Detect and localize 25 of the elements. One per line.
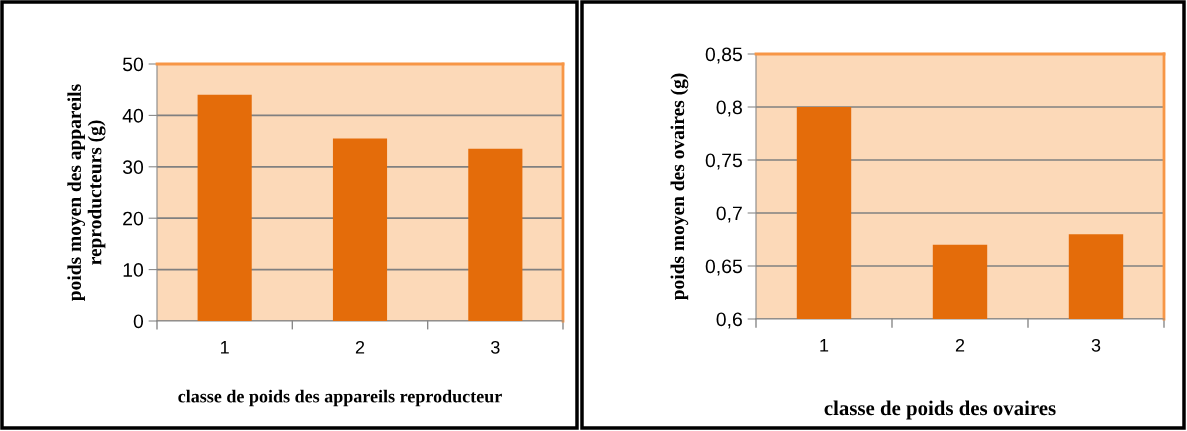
y-tick-label: 0 [133,314,144,329]
x-axis-title: classe de poids des ovaires [824,400,1056,420]
y-tick-label: 20 [123,211,144,226]
y-tick-label: 0,65 [705,259,742,276]
bar [332,138,388,321]
x-tick-label: 3 [491,340,500,354]
y-tick-label: 0,8 [716,100,742,117]
y-axis-title: poids moyen des ovaires (g) [670,73,689,301]
y-tick-label: 50 [122,57,144,72]
y-tick-label: 40 [122,108,144,123]
y-tick-label: 10 [123,263,144,277]
y-tick-label: 0,6 [716,312,742,329]
bar [468,148,523,321]
y-tick-label: 0,85 [705,47,742,64]
y-tick-label: 30 [122,160,144,175]
x-axis-title: classe de poids des appareils reproducteur [178,389,502,407]
x-tick-label: 3 [1091,338,1101,352]
y-tick-label: 0,7 [716,206,742,223]
bar [197,94,252,321]
x-tick-label: 1 [221,341,229,354]
x-tick-label: 2 [955,338,965,352]
x-tick-label: 1 [820,339,829,352]
y-axis-title: poids moyen des appareils reproducteurs (g) [67,84,106,301]
x-tick-label: 2 [355,340,365,354]
y-tick-label: 0,75 [705,153,742,170]
